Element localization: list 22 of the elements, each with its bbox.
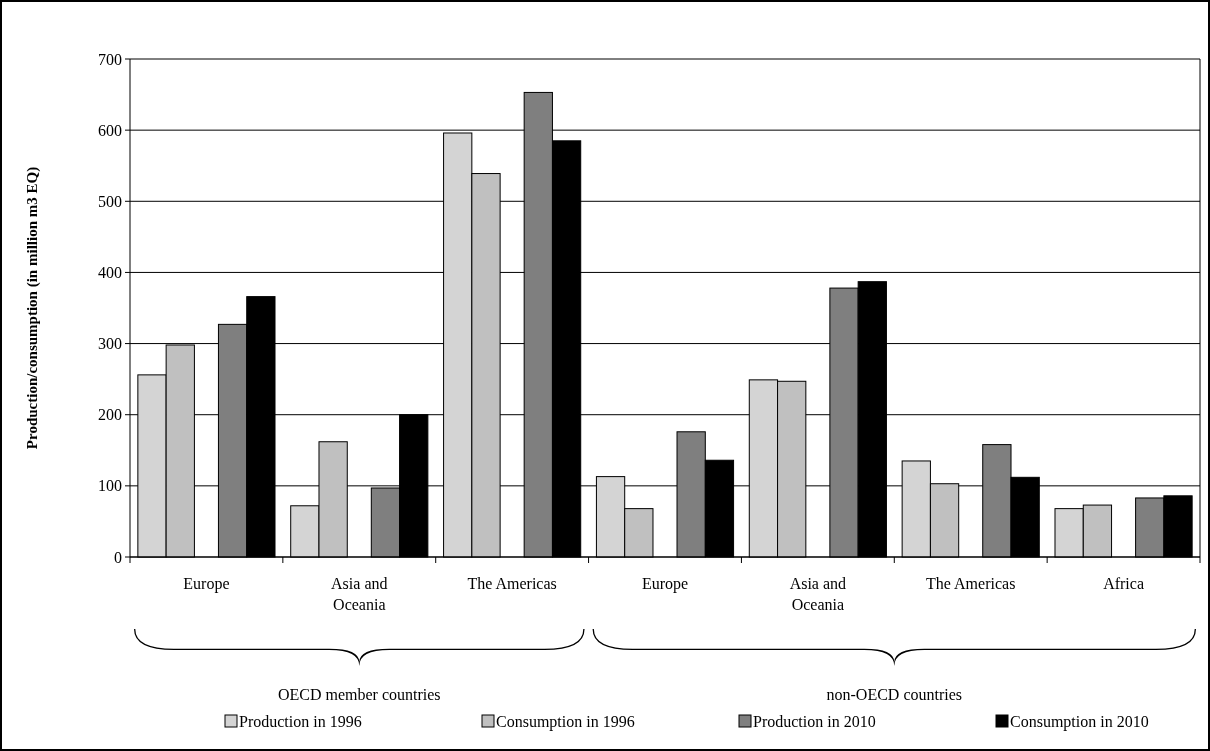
x-tick-label: Asia and Oceania (789, 575, 847, 613)
text: OECD member countries (277, 686, 441, 703)
text: non-OECD countries (826, 686, 963, 703)
y-tick-label: 700 (98, 50, 122, 68)
legend-label: Production in 1996 (239, 713, 362, 730)
x-tick-label: Europe (183, 575, 230, 593)
y-tick-label: 200 (98, 406, 122, 424)
legend-label: Consumption in 2010 (1010, 713, 1149, 731)
y-tick-label: 600 (98, 121, 122, 139)
x-tick-label: Asia and Oceania (331, 575, 388, 613)
y-tick-label: 100 (98, 477, 122, 495)
x-tick-label: The Americas (467, 575, 557, 592)
y-tick-label: 400 (98, 264, 122, 282)
legend-label: Production in 2010 (753, 713, 876, 730)
legend-label: Consumption in 1996 (496, 713, 635, 731)
x-tick-label: The Americas (926, 575, 1016, 592)
y-tick-label: 500 (98, 192, 122, 210)
x-tick-label: Africa (1103, 575, 1144, 592)
y-axis-title: Production/consumption (in million m3 EQ) (24, 166, 41, 450)
x-tick-label: Europe (641, 575, 689, 593)
y-tick-label: 0 (114, 548, 122, 566)
y-tick-label: 300 (98, 335, 122, 353)
